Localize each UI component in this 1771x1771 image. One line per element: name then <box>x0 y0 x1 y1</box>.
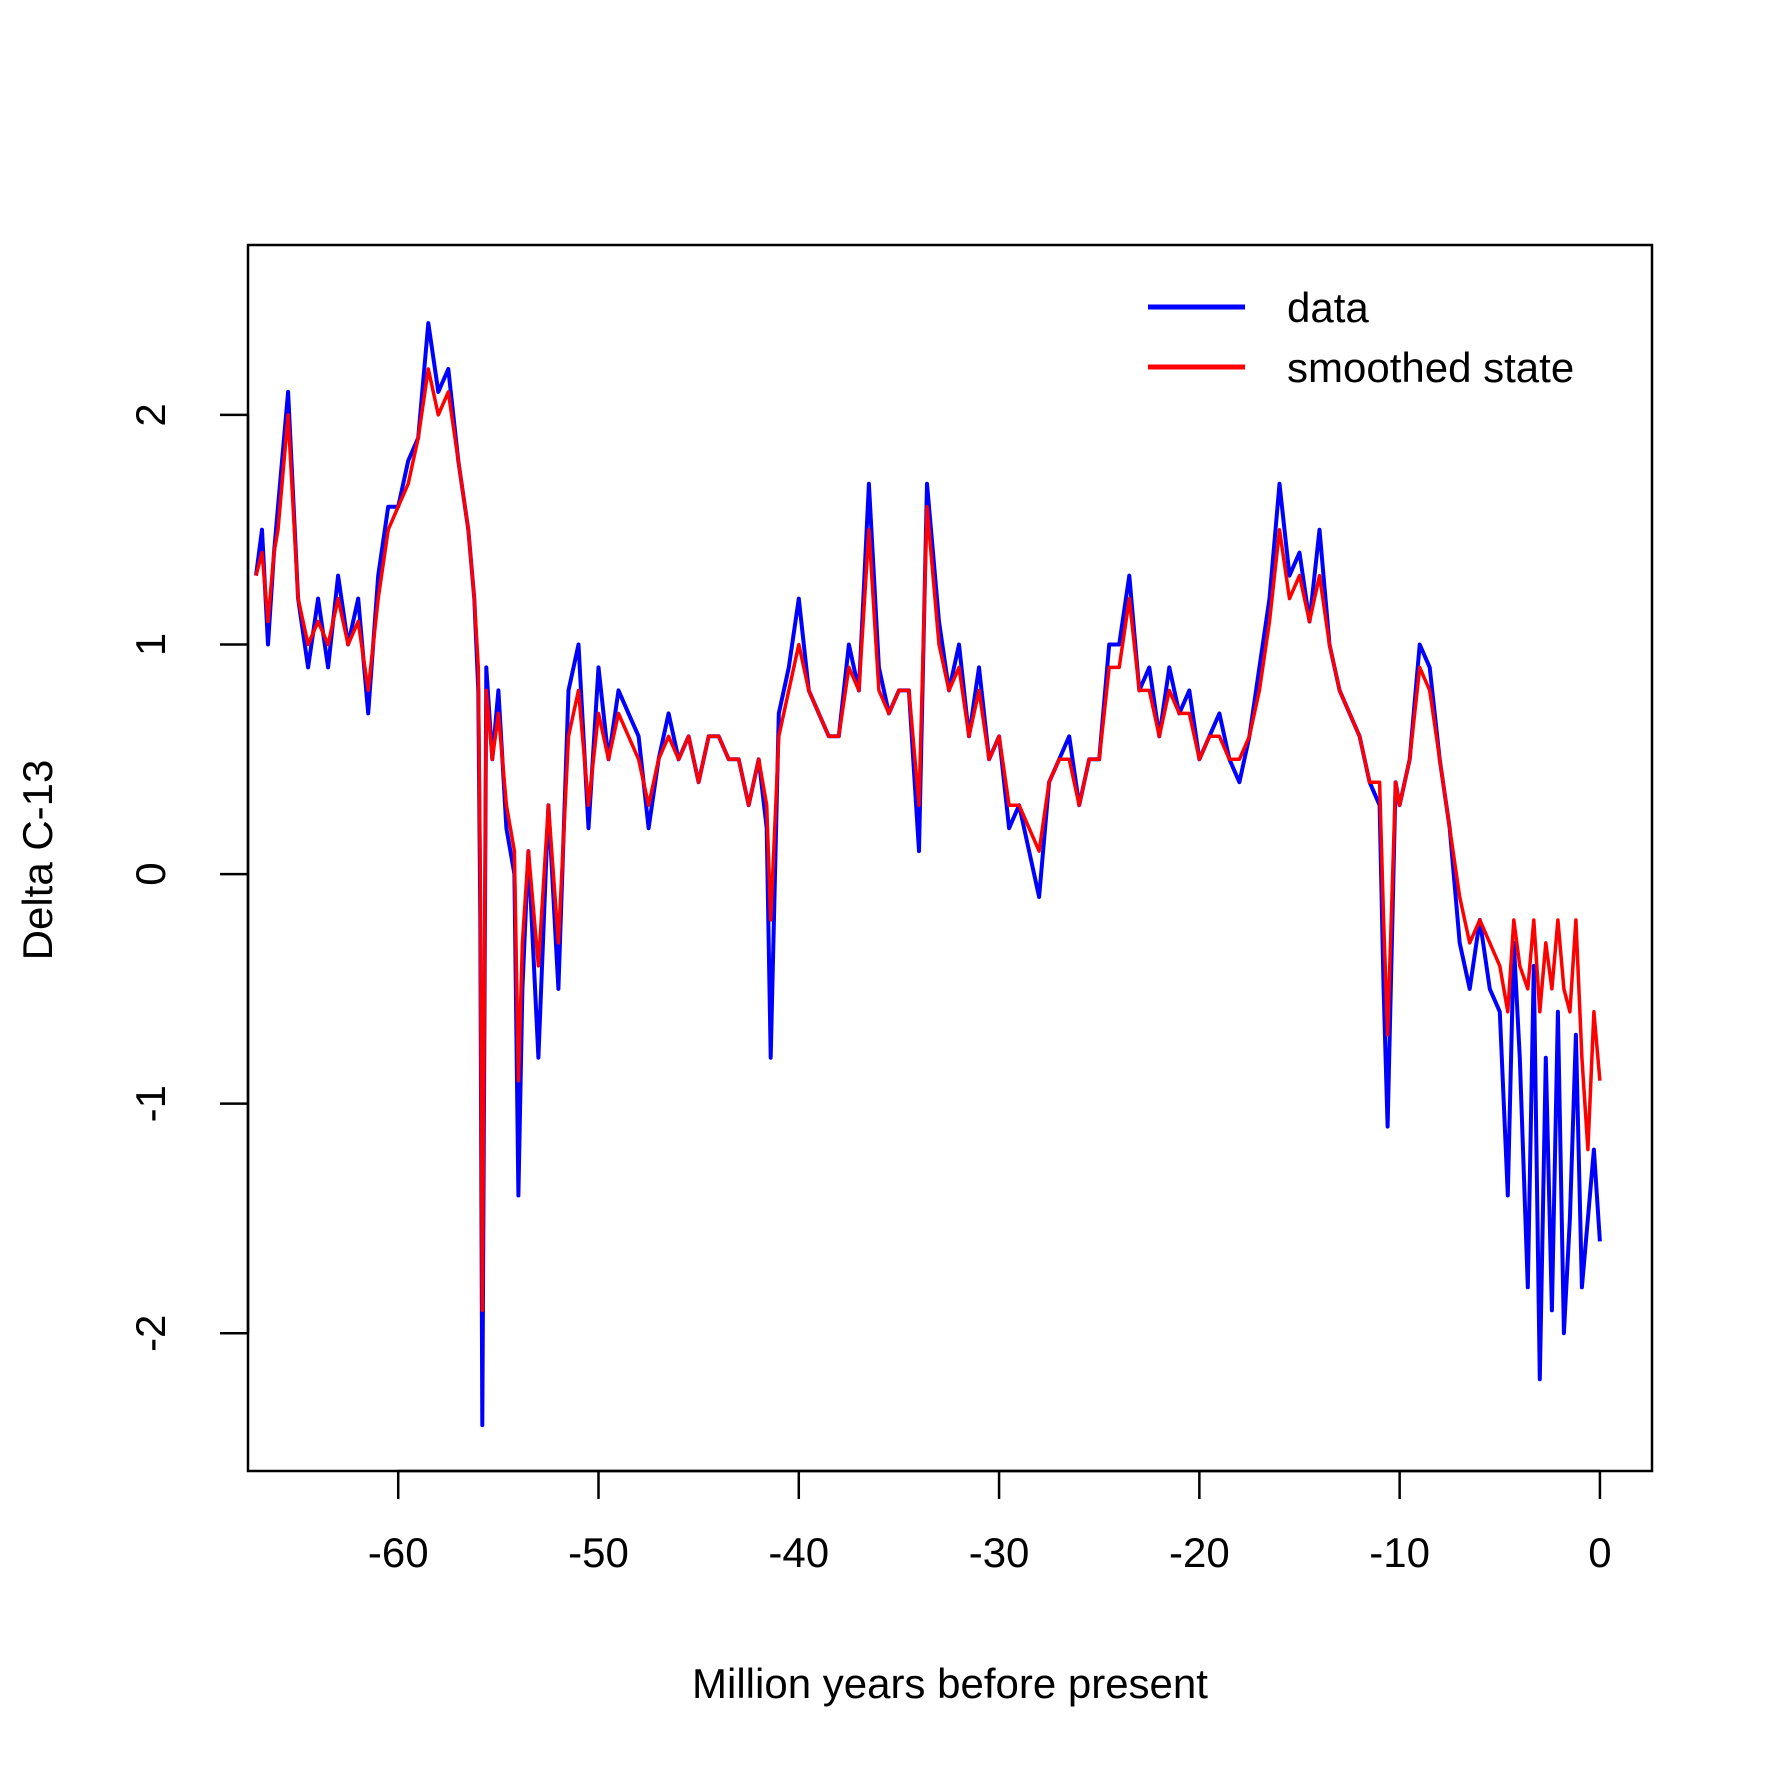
x-tick-label: 0 <box>1588 1529 1611 1576</box>
x-tick-label: -40 <box>768 1529 829 1576</box>
x-tick-label: -30 <box>969 1529 1030 1576</box>
legend: data smoothed state <box>1148 284 1574 391</box>
x-axis: -60 -50 -40 -30 -20 -10 0 <box>368 1469 1612 1576</box>
y-axis-title: Delta C-13 <box>14 760 61 961</box>
x-axis-title: Million years before present <box>692 1660 1208 1707</box>
legend-label-smoothed-state: smoothed state <box>1287 344 1574 391</box>
y-tick-label: 2 <box>127 403 174 426</box>
y-axis: -2 -1 0 1 2 <box>127 403 250 1352</box>
y-tick-label: -1 <box>127 1085 174 1122</box>
x-tick-label: -50 <box>568 1529 629 1576</box>
series-line-smoothed-state <box>254 367 1602 1313</box>
legend-label-data: data <box>1287 284 1369 331</box>
y-tick-label: 0 <box>127 862 174 885</box>
x-tick-label: -60 <box>368 1529 429 1576</box>
y-tick-label: -2 <box>127 1315 174 1352</box>
x-tick-label: -20 <box>1169 1529 1230 1576</box>
y-tick-label: 1 <box>127 633 174 656</box>
x-tick-label: -10 <box>1369 1529 1430 1576</box>
series-layer <box>254 321 1602 1428</box>
